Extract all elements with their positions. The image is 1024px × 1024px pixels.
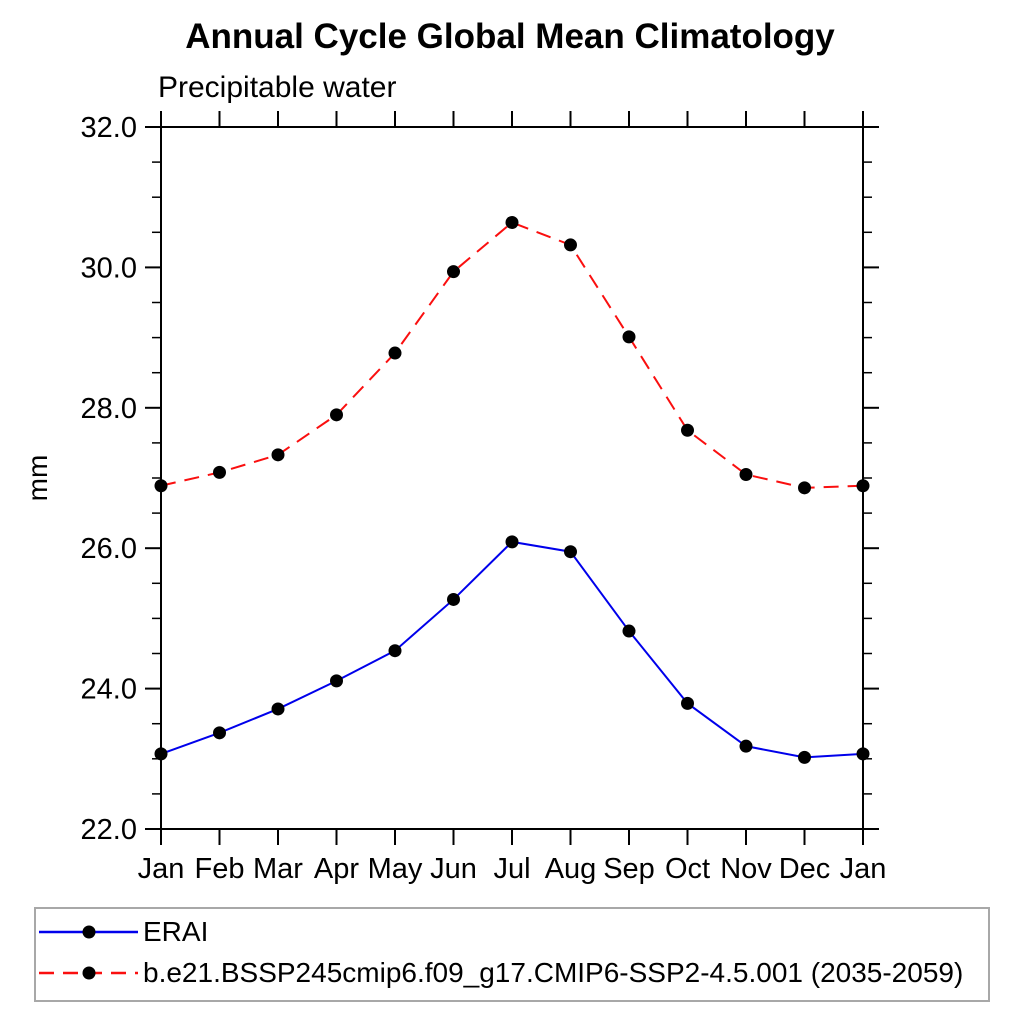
x-tick-label: Dec	[779, 853, 831, 885]
data-point-s1-7	[564, 238, 577, 252]
plot-area: Jan Feb Mar Apr May Jun Jul Aug Sep Oct Nov Dec Jan2…	[81, 111, 887, 885]
y-tick-label: 22.0	[81, 814, 137, 846]
legend: ERAI b.e21.BSSP245cmip6.f09_g17.CMIP6-SS…	[34, 907, 990, 1002]
legend-marker-erai	[82, 925, 96, 939]
x-tick-label: Jul	[493, 853, 530, 885]
y-tick-label: 30.0	[81, 252, 137, 284]
data-point-s0-0	[154, 747, 168, 761]
x-tick-label: Sep	[603, 853, 655, 885]
x-tick-label: Jan	[138, 853, 185, 885]
y-tick-label: 28.0	[81, 393, 137, 425]
legend-marker-model	[82, 966, 96, 980]
data-point-s0-10	[739, 739, 753, 753]
data-point-s1-6	[505, 215, 519, 229]
series-line-1	[160, 221, 864, 489]
x-tick-label: Apr	[314, 853, 359, 885]
data-point-s1-12	[856, 479, 870, 493]
data-point-s1-0	[154, 479, 168, 493]
data-point-s1-2	[271, 448, 285, 462]
x-tick-label: May	[368, 853, 423, 885]
x-tick-label: Jan	[840, 853, 887, 885]
data-point-s1-9	[681, 423, 694, 437]
x-tick-label: Oct	[665, 853, 710, 885]
data-point-s0-8	[622, 624, 636, 638]
legend-label-erai: ERAI	[143, 916, 208, 947]
data-point-s0-11	[798, 750, 811, 764]
data-point-s0-2	[271, 702, 285, 716]
x-tick-label: Aug	[545, 853, 597, 885]
data-point-s1-5	[447, 265, 460, 279]
legend-label-model: b.e21.BSSP245cmip6.f09_g17.CMIP6-SSP2-4.…	[143, 957, 963, 988]
x-tick-label: Mar	[253, 853, 303, 885]
data-point-s1-8	[622, 330, 636, 344]
x-tick-label: Jun	[430, 853, 477, 885]
legend-box	[34, 907, 990, 1002]
x-tick-label: Nov	[720, 853, 772, 885]
x-tick-label: Feb	[195, 853, 245, 885]
chart-subtitle: Precipitable water	[158, 71, 396, 104]
chart-title: Annual Cycle Global Mean Climatology	[185, 17, 835, 56]
data-point-s1-3	[330, 408, 343, 422]
data-point-s1-1	[213, 465, 226, 479]
data-point-s0-9	[681, 696, 694, 710]
data-point-s0-1	[213, 726, 226, 740]
data-point-s0-6	[505, 535, 519, 549]
data-point-s0-12	[856, 747, 870, 761]
y-tick-label: 32.0	[81, 112, 137, 144]
y-tick-label: 26.0	[81, 533, 137, 565]
data-point-s0-5	[447, 592, 460, 606]
data-point-s1-4	[388, 346, 402, 360]
data-point-s1-11	[798, 481, 811, 495]
data-point-s0-3	[330, 674, 343, 688]
data-point-s0-4	[388, 644, 402, 658]
data-point-s0-7	[564, 545, 577, 559]
y-tick-label: 24.0	[81, 674, 137, 706]
data-point-s1-10	[739, 467, 753, 481]
series-line-0	[160, 540, 864, 759]
y-axis-label: mm	[22, 455, 53, 502]
